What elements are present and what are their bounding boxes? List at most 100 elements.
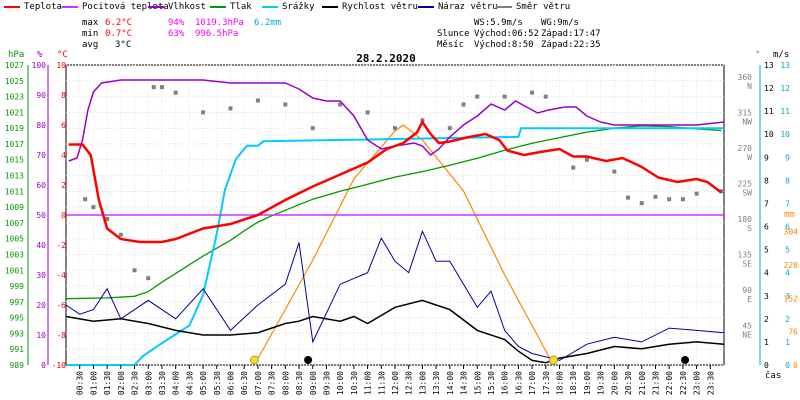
pressure-tick-label: 1011	[5, 187, 24, 196]
wind-direction-point	[83, 197, 88, 202]
wind-direction-point	[447, 126, 452, 131]
moonset-time: Západ:22:35	[541, 40, 601, 50]
rain-scale-tick-label: 3	[785, 292, 790, 301]
wind-direction-point	[283, 102, 288, 107]
x-tick-label: 00:30	[76, 371, 85, 395]
legend-item: Směr větru	[496, 2, 570, 12]
direction-degree-tick: 360	[738, 73, 753, 82]
x-tick-label: 06:00	[227, 371, 236, 395]
x-tick-label: 22:30	[679, 371, 688, 395]
temperature-tick-label: 8	[61, 91, 66, 100]
sun-marker	[249, 355, 259, 365]
solar-tick-label: 76	[788, 328, 798, 337]
wind-direction-point	[105, 216, 110, 221]
x-tick-label: 06:30	[240, 371, 249, 395]
moon-marker	[304, 356, 313, 364]
legend-item: Srážky	[262, 2, 315, 12]
windspeed-tick-label: 10	[764, 130, 774, 139]
rain-unit-label: mm	[784, 210, 795, 220]
direction-degree-tick: 45	[742, 321, 752, 330]
windspeed-tick-label: 7	[764, 199, 769, 208]
humidity-tick-label: 0	[41, 361, 46, 370]
x-tick-label: 01:00	[89, 371, 98, 395]
sunset-time: Západ:17:47	[541, 29, 601, 39]
x-tick-label: 12:30	[405, 371, 414, 395]
solar-tick-label: 0	[793, 361, 798, 370]
x-tick-label: 14:30	[460, 371, 469, 395]
wind-direction-point	[612, 169, 617, 174]
wind-direction-point	[653, 194, 658, 199]
wind-speed-line	[65, 299, 725, 364]
x-tick-label: 09:00	[309, 371, 318, 395]
pressure-tick-label: 995	[10, 314, 25, 323]
x-tick-label: 21:00	[638, 371, 647, 395]
stats-max-temp: 6.2°C	[105, 18, 133, 28]
rain-scale-tick-label: 1	[785, 338, 790, 347]
solar-tick-label: 152	[784, 294, 799, 303]
pressure-tick-label: 993	[10, 329, 25, 338]
pressure-tick-label: 1005	[5, 235, 24, 244]
x-axis: 00:30 01:00 01:30 02:00 02:30 03:00 03:30 04:00…	[76, 365, 715, 395]
temperature-tick-label: -2	[56, 241, 66, 250]
windspeed-tick-label: 5	[764, 246, 769, 255]
direction-compass-tick: W	[747, 153, 752, 162]
legend-swatch	[262, 6, 278, 8]
legend-label: Náraz větru	[438, 2, 498, 12]
legend-swatch	[418, 6, 434, 8]
direction-compass-tick: E	[747, 295, 752, 304]
legend-label: Rychlost větru	[342, 2, 418, 12]
stats-min-label: min	[82, 29, 99, 39]
x-tick-label: 03:00	[144, 371, 153, 395]
legend-swatch	[148, 6, 164, 8]
legend-label: Tlak	[230, 2, 252, 12]
rain-scale-tick-label: 9	[785, 153, 790, 162]
x-tick-label: 13:30	[432, 371, 441, 395]
x-tick-label: 17:30	[542, 371, 551, 395]
pressure-line	[65, 125, 722, 300]
direction-compass-tick: NW	[742, 117, 752, 126]
wind-direction-point	[667, 197, 672, 202]
pressure-tick-label: 1003	[5, 250, 24, 259]
humidity-tick-label: 20	[36, 301, 46, 310]
rain-scale-tick-label: 12	[780, 84, 790, 93]
wind-direction-point	[543, 94, 548, 99]
temperature-tick-label: -6	[56, 301, 66, 310]
stats-max-label: max	[82, 18, 99, 28]
pressure-tick-label: 1019	[5, 124, 24, 133]
rain-scale-tick-label: 11	[780, 107, 790, 116]
windspeed-tick-label: 0	[764, 361, 769, 370]
legend-label: Pocitová teplota	[82, 2, 169, 12]
legend-item: Náraz větru	[418, 2, 498, 12]
left-axes: 1027102510231021101910171015101310111009…	[5, 61, 66, 370]
wind-direction-point	[694, 191, 699, 196]
stats-avg-temp: 3°C	[115, 40, 132, 50]
temperature-tick-label: 6	[61, 121, 66, 130]
x-tick-label: 18:30	[569, 371, 578, 395]
legend-label: Teplota	[24, 2, 62, 12]
pressure-tick-label: 1009	[5, 203, 24, 212]
direction-compass-tick: SW	[742, 188, 752, 197]
wind-direction-point	[173, 90, 178, 95]
pressure-tick-label: 997	[10, 298, 25, 307]
solar-elevation-line	[253, 124, 555, 366]
moon-label: Měsíc	[437, 40, 465, 50]
x-tick-label: 18:00	[556, 371, 565, 395]
windspeed-tick-label: 2	[764, 315, 769, 324]
windspeed-unit-label: m/s	[773, 50, 789, 60]
stats-avg-label: avg	[82, 40, 99, 50]
rain-scale-tick-label: 6	[785, 223, 790, 232]
solar-tick-label: 304	[784, 228, 799, 237]
x-tick-label: 10:30	[350, 371, 359, 395]
legend-item: Teplota	[4, 2, 62, 12]
stats-min-pressure: 996.5hPa	[195, 29, 239, 39]
windspeed-tick-label: 13	[764, 61, 774, 70]
stats-max-humidity: 94%	[168, 18, 185, 28]
windspeed-tick-label: 8	[764, 176, 769, 185]
wind-direction-point	[159, 85, 164, 90]
direction-degree-tick: 315	[738, 108, 753, 117]
windspeed-tick-label: 6	[764, 223, 769, 232]
rain-scale-tick-label: 4	[785, 269, 790, 278]
direction-compass-tick: SE	[742, 259, 752, 268]
humidity-line	[68, 79, 725, 162]
